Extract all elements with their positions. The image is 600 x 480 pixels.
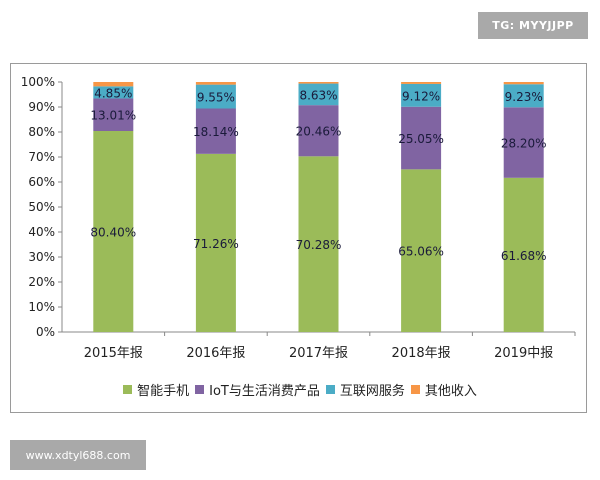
data-label: 70.28%: [296, 238, 342, 252]
bar-segment: [401, 82, 442, 84]
bar-segment: [298, 83, 339, 106]
bar-segment: [195, 108, 236, 154]
legend-label: 互联网服务: [339, 384, 405, 399]
legend-label: 其他收入: [424, 384, 477, 399]
data-label: 13.01%: [90, 109, 136, 123]
chart-frame: [10, 63, 587, 413]
legend-item: 互联网服务: [325, 380, 405, 399]
data-label: 61.68%: [501, 249, 547, 263]
legend-label: IoT与生活消费产品: [209, 384, 320, 399]
y-tick-label: 10%: [28, 300, 55, 314]
bar-segment: [195, 82, 236, 85]
data-label: 9.12%: [402, 89, 440, 103]
bar-segment: [93, 98, 134, 131]
data-label: 65.06%: [398, 245, 444, 259]
data-label: 20.46%: [296, 125, 342, 139]
bar-segment: [401, 106, 442, 170]
bar-segment: [503, 107, 544, 178]
x-tick-label: 2019中报: [494, 346, 553, 361]
bar-segment: [93, 82, 134, 87]
data-label: 8.63%: [299, 88, 337, 102]
data-label: 9.55%: [197, 91, 235, 105]
bar-segment: [298, 105, 339, 157]
legend: 智能手机 IoT与生活消费产品 互联网服务 其他收入: [0, 380, 600, 399]
legend-swatch: [325, 385, 335, 394]
legend-swatch: [410, 385, 420, 394]
legend-swatch: [195, 385, 205, 394]
bar-segment: [195, 84, 236, 109]
data-label: 9.23%: [505, 90, 543, 104]
x-tick-label: 2017年报: [289, 346, 348, 361]
y-tick-label: 40%: [28, 225, 55, 239]
y-tick-label: 30%: [28, 250, 55, 264]
x-tick-label: 2018年报: [392, 346, 451, 361]
x-tick-label: 2016年报: [186, 346, 245, 361]
bar-segment: [298, 82, 339, 84]
y-tick-label: 100%: [21, 75, 55, 89]
bar-segment: [503, 177, 544, 332]
data-label: 28.20%: [501, 137, 547, 151]
bar-segment: [93, 86, 134, 99]
bar-segment: [298, 156, 339, 332]
data-label: 71.26%: [193, 237, 239, 251]
bar-segment: [93, 131, 134, 332]
legend-item: 其他收入: [410, 380, 477, 399]
bar-segment: [503, 84, 544, 108]
y-tick-label: 20%: [28, 275, 55, 289]
y-tick-label: 50%: [28, 200, 55, 214]
bar-segment: [401, 169, 442, 332]
bar-segment: [503, 82, 544, 85]
y-tick-label: 0%: [36, 325, 55, 339]
legend-swatch: [123, 385, 133, 394]
data-label: 80.40%: [90, 226, 136, 240]
bar-segment: [401, 83, 442, 107]
y-tick-label: 70%: [28, 150, 55, 164]
legend-label: 智能手机: [137, 384, 190, 399]
x-tick-label: 2015年报: [84, 346, 143, 361]
data-label: 25.05%: [398, 132, 444, 146]
legend-item: IoT与生活消费产品: [195, 380, 320, 399]
bar-segment: [195, 153, 236, 332]
legend-item: 智能手机: [123, 380, 189, 399]
data-label: 4.85%: [94, 86, 132, 100]
y-tick-label: 60%: [28, 175, 55, 189]
data-label: 18.14%: [193, 125, 239, 139]
y-tick-label: 90%: [28, 100, 55, 114]
channel-badge: TG: MYYJJPP: [478, 12, 588, 39]
y-tick-label: 80%: [28, 125, 55, 139]
watermark: www.xdtyl688.com: [10, 440, 146, 470]
